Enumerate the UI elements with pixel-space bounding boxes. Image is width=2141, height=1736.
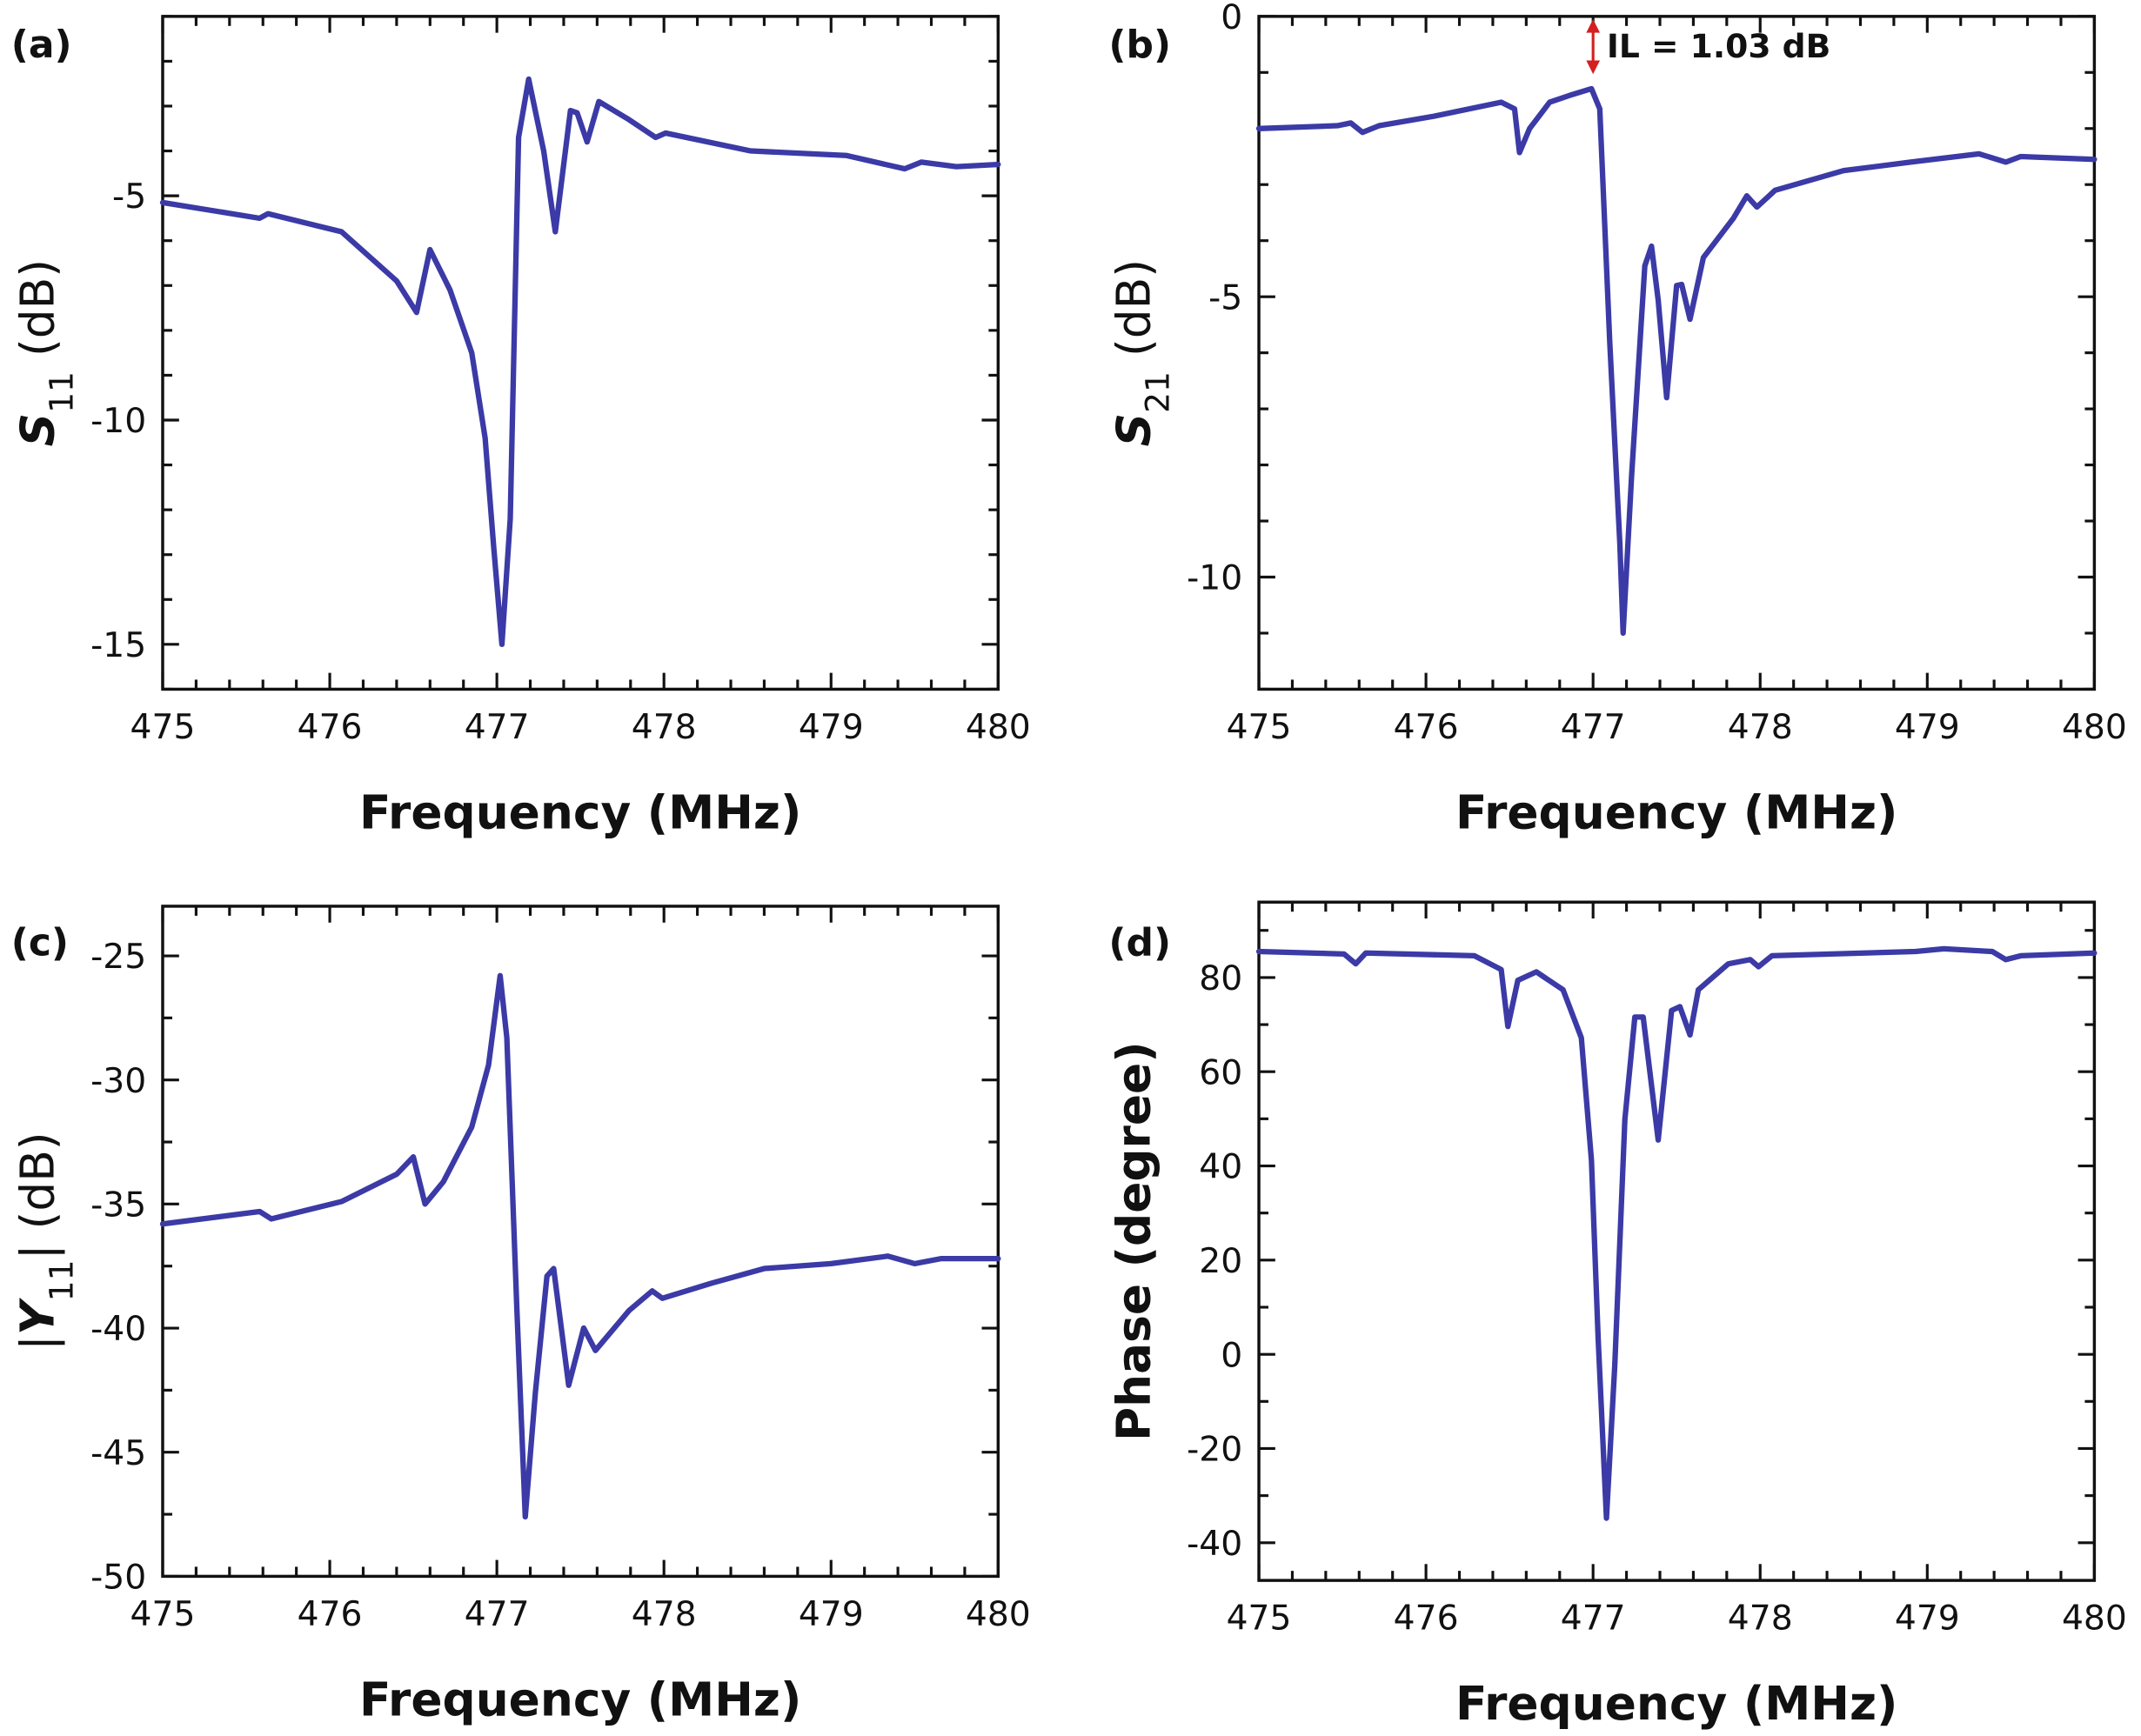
x-tick-label: 475 <box>130 1595 196 1634</box>
x-tick-label: 478 <box>1728 708 1793 747</box>
y-tick-label: -10 <box>1187 559 1242 598</box>
y-axis-label: S11 (dB) <box>10 259 80 446</box>
y-tick-label: 0 <box>1221 1336 1242 1375</box>
y-tick-label: -40 <box>1187 1525 1242 1564</box>
data-series-line <box>159 76 1001 647</box>
x-tick-label: 479 <box>1895 708 1960 747</box>
x-tick-label: 476 <box>298 708 363 747</box>
y-tick-label: -10 <box>90 402 146 441</box>
x-tick-label: 478 <box>632 1595 697 1634</box>
x-tick-label: 476 <box>298 1595 363 1634</box>
x-tick-label: 476 <box>1394 1599 1459 1639</box>
x-tick-label: 478 <box>1728 1599 1793 1639</box>
plot-frame <box>161 905 1000 1579</box>
chart-panel-d: (d) 475 476 477 478 479 480 80 60 40 20 0 -20 -40 Freq… <box>1107 900 2127 1731</box>
y-tick-label: -35 <box>90 1185 146 1225</box>
annotation-arrow-head-up <box>1586 18 1601 33</box>
plot-frame <box>1257 900 2097 1582</box>
x-tick-label: 475 <box>130 708 196 747</box>
y-tick-label: -5 <box>112 177 146 217</box>
x-tick-label: 477 <box>1561 1599 1626 1639</box>
y-label-post: (dB) <box>10 259 64 371</box>
annotation-arrow-head-down <box>1586 60 1601 75</box>
y-tick-label: 80 <box>1199 959 1242 998</box>
x-axis-label: Frequency (MHz) <box>1455 1676 1897 1731</box>
y-label-sub: 11 <box>42 1259 80 1301</box>
x-tick-label: 475 <box>1227 1599 1292 1639</box>
y-label-sym: S <box>1107 413 1161 446</box>
panel-label: (d) <box>1108 920 1171 965</box>
y-tick-label: -50 <box>90 1559 146 1598</box>
data-series-line <box>1255 85 2098 637</box>
plot-frame <box>161 15 1000 691</box>
y-tick-label: 0 <box>1221 0 1242 37</box>
y-tick-label: -5 <box>1208 278 1242 317</box>
y-tick-label: -20 <box>1187 1431 1242 1470</box>
x-tick-label: 476 <box>1394 708 1459 747</box>
y-tick-label: -40 <box>90 1310 146 1349</box>
chart-panel-b: (b) 475 476 477 478 479 480 0 -5 -10 Frequency (MH… <box>1107 0 2127 839</box>
y-axis-label: Phase (degree) <box>1107 1041 1161 1441</box>
y-tick-label: 20 <box>1199 1242 1242 1281</box>
data-series-line <box>1255 945 2098 1521</box>
data-series-line <box>159 972 1001 1520</box>
y-tick-label: 60 <box>1199 1053 1242 1092</box>
x-tick-label: 480 <box>2062 1599 2127 1639</box>
y-label-sym: Y <box>10 1297 64 1335</box>
x-tick-label: 475 <box>1227 708 1292 747</box>
x-tick-label: 479 <box>799 1595 864 1634</box>
x-tick-label: 477 <box>465 1595 530 1634</box>
y-label-sym: S <box>10 413 64 446</box>
x-tick-label: 480 <box>2062 708 2127 747</box>
y-tick-label: 40 <box>1199 1148 1242 1187</box>
x-tick-label: 477 <box>1561 708 1626 747</box>
x-axis-label: Frequency (MHz) <box>1455 785 1897 839</box>
chart-panel-c: (c) 475 476 477 478 479 480 -25 -30 -35 -40 -45 -50 F… <box>10 905 1031 1726</box>
panel-label: (a) <box>11 23 72 67</box>
panel-label: (b) <box>1108 23 1171 67</box>
x-tick-label: 479 <box>1895 1599 1960 1639</box>
x-tick-label: 480 <box>966 708 1031 747</box>
x-tick-label: 479 <box>799 708 864 747</box>
y-label-post: (dB) <box>1107 259 1161 371</box>
y-label-post: | (dB) <box>10 1132 64 1259</box>
y-label-pre: | <box>10 1335 64 1351</box>
x-tick-label: 480 <box>966 1595 1031 1634</box>
x-axis-label: Frequency (MHz) <box>359 785 801 839</box>
y-label-sub: 11 <box>42 371 80 413</box>
x-tick-label: 477 <box>465 708 530 747</box>
y-tick-label: -25 <box>90 938 146 977</box>
plot-frame <box>1257 15 2097 691</box>
y-tick-label: -30 <box>90 1062 146 1101</box>
annotation-label: IL = 1.03 dB <box>1607 27 1830 65</box>
y-label-post: Phase (degree) <box>1107 1041 1161 1441</box>
y-tick-label: -15 <box>90 626 146 665</box>
y-tick-label: -45 <box>90 1434 146 1473</box>
y-axis-label: S21 (dB) <box>1107 259 1177 446</box>
chart-panel-a: (a) 475 476 477 478 479 480 -5 -10 -15 Frequency (… <box>10 15 1031 839</box>
y-axis-label: |Y11| (dB) <box>10 1132 80 1351</box>
x-axis-label: Frequency (MHz) <box>359 1672 801 1726</box>
panel-label: (c) <box>11 920 69 965</box>
y-label-sub: 21 <box>1139 371 1177 413</box>
x-tick-label: 478 <box>632 708 697 747</box>
